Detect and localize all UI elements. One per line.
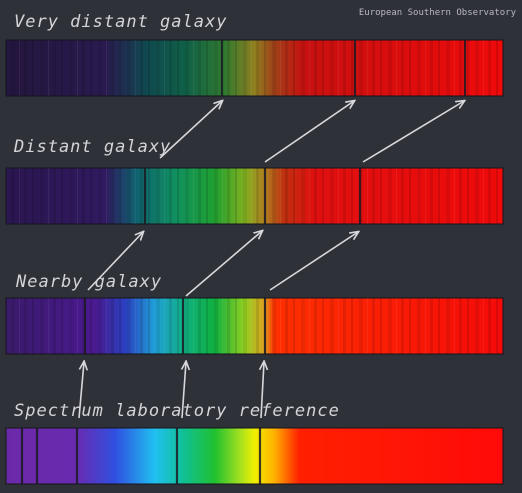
arrow [261, 362, 264, 419]
spectrum [5, 297, 504, 355]
arrow [87, 232, 143, 291]
arrow [159, 101, 222, 159]
credit: European Southern Observatory [359, 8, 517, 18]
arrow [185, 231, 262, 297]
arrow [78, 362, 84, 419]
spectrum-fill [6, 40, 503, 96]
panel-label: Distant galaxy [13, 137, 171, 157]
spectrum [5, 39, 504, 97]
panel-label: Spectrum laboratory reference [14, 401, 340, 421]
spectrum [5, 167, 504, 225]
spectrum-fill [6, 168, 503, 224]
arrow [264, 101, 354, 163]
panel-label: Nearby galaxy [15, 272, 162, 292]
arrow [362, 101, 464, 163]
arrow [182, 362, 186, 419]
spectrum-fill [5, 427, 504, 485]
panel-label: Very distant galaxy [14, 12, 227, 32]
shift-arrows [78, 101, 464, 419]
arrow [269, 232, 358, 291]
spectrum [5, 427, 504, 485]
spectrum-fill [6, 298, 503, 354]
